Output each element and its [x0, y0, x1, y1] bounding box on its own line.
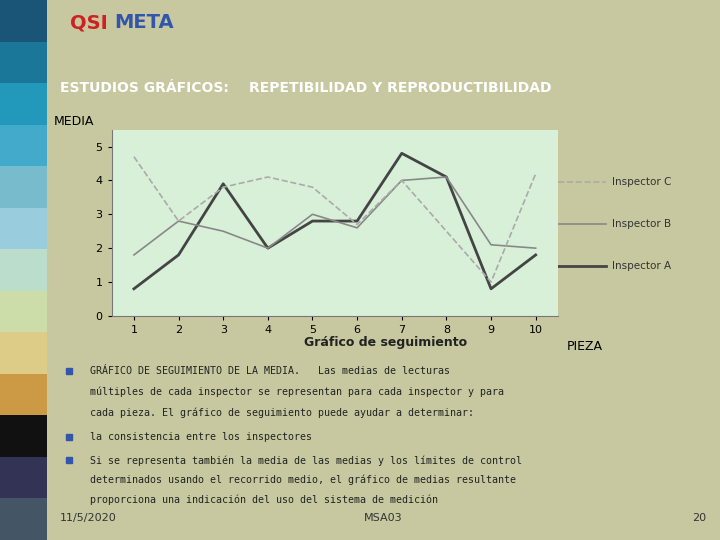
Text: QSI: QSI [71, 13, 108, 32]
Bar [0, 249, 47, 291]
Bar [0, 125, 47, 166]
Text: REPETIBILIDAD Y REPRODUCTIBILIDAD: REPETIBILIDAD Y REPRODUCTIBILIDAD [249, 81, 552, 94]
Bar [0, 498, 47, 540]
Text: Gráfico de seguimiento: Gráfico de seguimiento [304, 336, 467, 349]
Text: Inspector A: Inspector A [613, 261, 672, 271]
Bar [0, 415, 47, 457]
Text: cada pieza. El gráfico de seguimiento puede ayudar a determinar:: cada pieza. El gráfico de seguimiento pu… [91, 407, 474, 418]
Text: determinados usando el recorrido medio, el gráfico de medias resultante: determinados usando el recorrido medio, … [91, 475, 516, 485]
Bar [0, 166, 47, 208]
Bar [0, 208, 47, 249]
Bar [0, 83, 47, 125]
Text: MEDIA: MEDIA [53, 114, 94, 127]
Bar [0, 374, 47, 415]
Text: Inspector C: Inspector C [613, 177, 672, 187]
Text: la consistencia entre los inspectores: la consistencia entre los inspectores [91, 431, 312, 442]
Text: múltiples de cada inspector se representan para cada inspector y para: múltiples de cada inspector se represent… [91, 386, 505, 397]
Bar [0, 0, 47, 42]
Text: 20: 20 [693, 514, 706, 523]
Text: proporciona una indicación del uso del sistema de medición: proporciona una indicación del uso del s… [91, 495, 438, 505]
Text: META: META [114, 13, 174, 32]
Bar [0, 291, 47, 332]
Text: ESTUDIOS GRÁFICOS:: ESTUDIOS GRÁFICOS: [60, 81, 229, 94]
Bar [0, 332, 47, 374]
Text: 11/5/2020: 11/5/2020 [60, 514, 117, 523]
Bar [0, 457, 47, 498]
Text: Inspector B: Inspector B [613, 219, 672, 229]
Text: GRÁFICO DE SEGUIMIENTO DE LA MEDIA.   Las medias de lecturas: GRÁFICO DE SEGUIMIENTO DE LA MEDIA. Las … [91, 366, 451, 375]
Text: MSA03: MSA03 [364, 514, 402, 523]
Text: PIEZA: PIEZA [567, 340, 603, 353]
Text: Si se representa también la media de las medias y los límites de control: Si se representa también la media de las… [91, 455, 523, 465]
Bar [0, 42, 47, 83]
